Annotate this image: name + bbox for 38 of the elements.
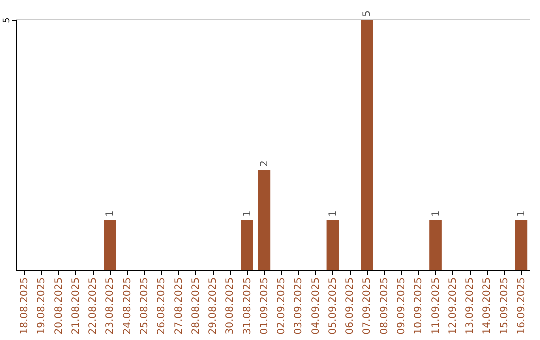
- data-label: 1: [516, 210, 528, 217]
- data-label: 2: [259, 160, 270, 167]
- x-tick-label: 15.09.2025: [499, 278, 510, 335]
- x-tick-label: 10.09.2025: [414, 278, 425, 335]
- x-tick-label: 28.08.2025: [190, 278, 202, 335]
- data-label: 1: [105, 210, 116, 217]
- x-tick-label: 24.08.2025: [122, 278, 134, 335]
- x-tick-label: 21.08.2025: [70, 278, 82, 335]
- data-label: 1: [242, 210, 254, 217]
- x-tick-label: 05.09.2025: [328, 278, 339, 335]
- x-tick-label: 13.09.2025: [465, 278, 476, 335]
- x-tick-label: 04.09.2025: [310, 278, 322, 335]
- x-tick-label: 20.08.2025: [54, 278, 65, 335]
- x-tick-label: 27.08.2025: [174, 278, 185, 335]
- x-tick-label: 11.09.2025: [430, 278, 442, 335]
- x-tick-label: 29.08.2025: [208, 278, 220, 335]
- x-tick-label: 22.08.2025: [88, 278, 100, 335]
- x-tick-label: 01.09.2025: [259, 278, 270, 335]
- data-label: 1: [430, 210, 442, 217]
- x-tick-label: 18.08.2025: [20, 278, 31, 335]
- x-tick-label: 30.08.2025: [225, 278, 236, 335]
- x-tick-label: 14.09.2025: [482, 278, 494, 335]
- x-tick-label: 03.09.2025: [294, 278, 305, 335]
- x-tick-label: 07.09.2025: [362, 278, 374, 335]
- x-tick-label: 16.09.2025: [516, 278, 528, 335]
- x-tick-label: 26.08.2025: [156, 278, 168, 335]
- x-tick-label: 19.08.2025: [36, 278, 48, 335]
- data-label: 1: [328, 210, 339, 217]
- x-tick-label: 08.09.2025: [379, 278, 390, 335]
- x-tick-label: 09.09.2025: [396, 278, 408, 335]
- x-tick-label: 02.09.2025: [276, 278, 288, 335]
- x-tick-label: 31.08.2025: [242, 278, 254, 335]
- x-tick-label: 06.09.2025: [345, 278, 356, 335]
- x-tick-label: 25.08.2025: [140, 278, 150, 335]
- text: 5: [2, 18, 12, 24]
- data-label: 5: [362, 10, 374, 17]
- x-tick-label: 12.09.2025: [448, 278, 459, 335]
- x-tick-label: 23.08.2025: [105, 278, 116, 335]
